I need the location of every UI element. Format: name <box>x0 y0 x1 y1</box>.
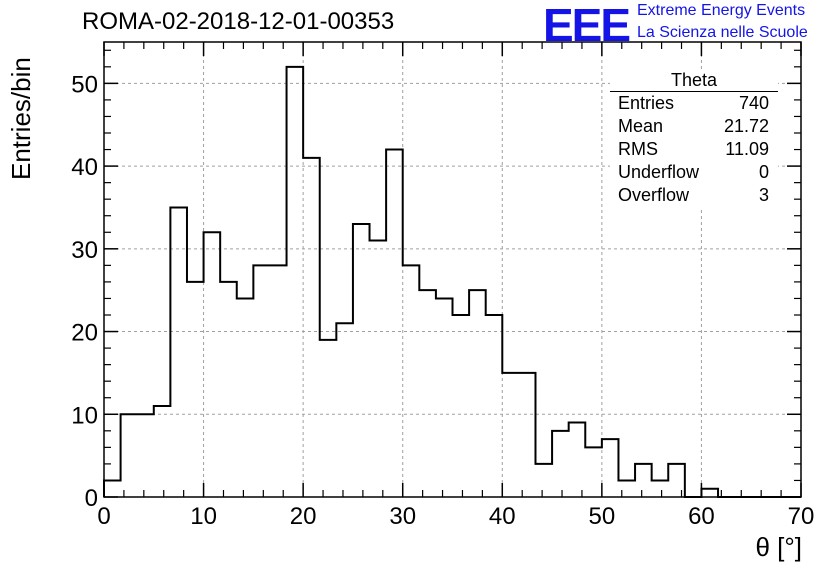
x-tick-label: 40 <box>489 503 516 530</box>
eee-logo: EEE <box>543 0 631 51</box>
axis-ticks <box>103 42 802 498</box>
stats-label: Overflow <box>618 185 690 205</box>
x-tick-label: 60 <box>688 503 715 530</box>
org-subtitle: La Scienza nelle Scuole <box>637 24 808 41</box>
org-name: Extreme Energy Events <box>637 2 806 19</box>
grid-lines <box>104 42 801 497</box>
stats-value: 21.72 <box>723 116 769 136</box>
x-tick-label: 50 <box>589 503 616 530</box>
x-tick-label: 10 <box>190 503 217 530</box>
y-tick-label: 50 <box>71 71 98 98</box>
stats-row-rms: RMS 11.09 <box>610 138 778 161</box>
stats-row-overflow: Overflow 3 <box>610 184 778 207</box>
x-tick-label: 0 <box>97 503 110 530</box>
x-axis-label: θ [°] <box>755 532 802 562</box>
stats-label: Entries <box>618 93 675 113</box>
stats-box: Theta Entries 740 Mean 21.72 RMS 11.09 U… <box>610 70 778 207</box>
stats-value: 0 <box>758 162 769 182</box>
x-tick-label: 30 <box>389 503 416 530</box>
plot-frame <box>103 41 802 498</box>
x-tick-label: 70 <box>788 503 815 530</box>
histogram-line <box>103 65 802 498</box>
y-axis-label: Entries/bin <box>6 57 36 180</box>
stats-value: 3 <box>758 185 769 205</box>
y-tick-label: 40 <box>71 154 98 181</box>
stats-row-mean: Mean 21.72 <box>610 115 778 138</box>
stats-label: RMS <box>618 139 658 159</box>
y-tick-label: 30 <box>71 237 98 264</box>
stats-value: 11.09 <box>725 139 769 159</box>
chart-title: ROMA-02-2018-12-01-00353 <box>82 8 395 35</box>
stats-value: 740 <box>738 93 769 113</box>
stats-label: Underflow <box>618 162 700 182</box>
x-tick-label: 20 <box>290 503 317 530</box>
stats-label: Mean <box>618 116 664 136</box>
y-tick-label: 0 <box>85 485 98 512</box>
stats-row-underflow: Underflow 0 <box>610 161 778 184</box>
stats-row-entries: Entries 740 <box>610 92 778 115</box>
y-tick-label: 10 <box>71 402 98 429</box>
y-tick-label: 20 <box>71 320 98 347</box>
stats-title: Theta <box>610 70 778 92</box>
